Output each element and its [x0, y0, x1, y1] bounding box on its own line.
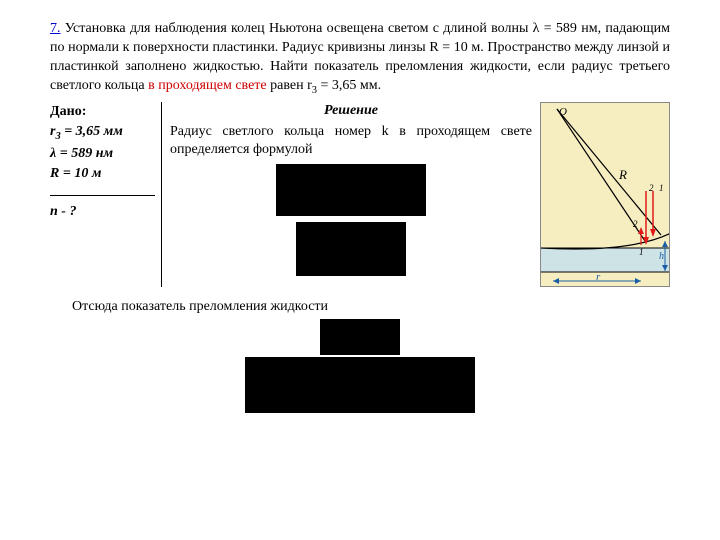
given-lambda: λ = 589 нм — [50, 144, 155, 164]
svg-text:2: 2 — [633, 219, 638, 229]
formula-box-4 — [245, 357, 475, 413]
red-highlight: в проходящем свете — [148, 78, 267, 93]
solution-block: Решение Радиус светлого кольца номер k в… — [170, 102, 532, 287]
formula-box-3 — [320, 319, 400, 355]
solution-p2: Отсюда показатель преломления жидкости — [72, 299, 670, 315]
given-divider — [50, 195, 155, 196]
given-R: R = 10 м — [50, 164, 155, 184]
formula-box-1 — [276, 164, 426, 216]
svg-text:1: 1 — [659, 183, 664, 193]
svg-text:1: 1 — [639, 247, 644, 257]
problem-statement: 7. Установка для наблюдения колец Ньютон… — [50, 20, 670, 98]
given-title: Дано: — [50, 102, 155, 122]
svg-text:h: h — [659, 251, 664, 262]
svg-text:O: O — [559, 106, 567, 118]
svg-text:2: 2 — [649, 183, 654, 193]
problem-number-link[interactable]: 7. — [50, 21, 61, 36]
svg-text:R: R — [618, 167, 627, 182]
given-r3: r3 = 3,65 мм — [50, 122, 155, 144]
solution-p1: Радиус светлого кольца номер k в проходя… — [170, 123, 532, 161]
formula-box-2 — [296, 222, 406, 276]
problem-text-c: = 3,65 мм. — [317, 78, 381, 93]
svg-text:r: r — [596, 271, 601, 283]
solution-title: Решение — [170, 102, 532, 121]
given-block: Дано: r3 = 3,65 мм λ = 589 нм R = 10 м n… — [50, 102, 162, 287]
given-find: n - ? — [50, 202, 155, 222]
diagram: O R 1 2 2 1 r h — [540, 102, 670, 287]
problem-text-b: равен r — [267, 78, 312, 93]
